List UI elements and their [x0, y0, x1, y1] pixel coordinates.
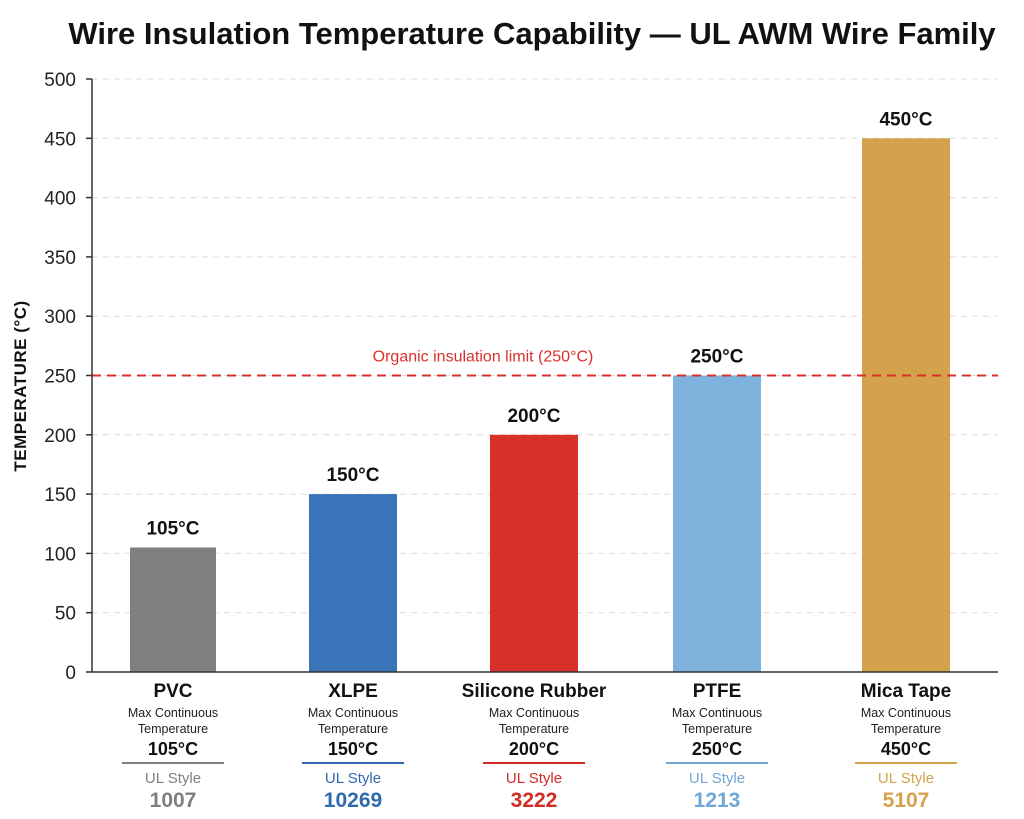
category-sub-line1: Max Continuous [672, 706, 762, 720]
bar-2 [490, 434, 578, 672]
y-tick-label: 250 [44, 367, 76, 388]
ul-style-label: UL Style [145, 770, 201, 787]
category-temp: 105°C [148, 739, 198, 759]
y-tick-label: 100 [44, 544, 76, 565]
bar-value-label: 450°C [879, 109, 932, 130]
ul-style-label: UL Style [325, 770, 381, 787]
ul-style-number: 5107 [883, 789, 930, 812]
y-tick-label: 300 [44, 307, 76, 328]
chart-title: Wire Insulation Temperature Capability —… [68, 16, 996, 51]
category-sub-line1: Max Continuous [489, 706, 579, 720]
category-label: Silicone Rubber [462, 681, 607, 702]
ul-style-number: 3222 [511, 789, 558, 812]
y-tick-label: 400 [44, 189, 76, 210]
ul-style-label: UL Style [689, 770, 745, 787]
y-tick-label: 50 [55, 604, 76, 625]
category-label: PVC [153, 681, 192, 702]
category-sub-line2: Temperature [138, 722, 208, 736]
ul-style-number: 1213 [694, 789, 741, 812]
category-label: PTFE [693, 681, 742, 702]
y-tick-label: 450 [44, 129, 76, 150]
category-sub-line2: Temperature [318, 722, 388, 736]
category-temp: 250°C [692, 739, 742, 759]
reference-line-group: Organic insulation limit (250°C) [92, 349, 998, 377]
bar-value-label: 200°C [507, 406, 560, 427]
reference-line-label: Organic insulation limit (250°C) [373, 349, 594, 366]
ul-style-label: UL Style [878, 770, 934, 787]
bar-value-label: 250°C [690, 347, 743, 368]
category-label: Mica Tape [861, 681, 951, 702]
ul-style-label: UL Style [506, 770, 562, 787]
axes: 0 50 100 150 200 250 300 350 400 450 500 [44, 70, 998, 684]
y-tick-label: 200 [44, 426, 76, 447]
ul-style-number: 1007 [150, 789, 197, 812]
bars: 105°C 150°C 200°C 250°C 450°C [130, 109, 950, 673]
category-sub-line1: Max Continuous [861, 706, 951, 720]
category-temp: 200°C [509, 739, 559, 759]
category-temp: 150°C [328, 739, 378, 759]
bar-4 [862, 138, 950, 673]
bar-3 [673, 375, 761, 672]
bar-1 [309, 494, 397, 672]
category-label: XLPE [328, 681, 378, 702]
ul-style-number: 10269 [324, 789, 382, 812]
category-labels: PVC Max Continuous Temperature 105°C UL Styl… [122, 681, 957, 812]
y-tick-label: 0 [65, 663, 76, 684]
category-sub-line2: Temperature [499, 722, 569, 736]
category-sub-line1: Max Continuous [308, 706, 398, 720]
y-tick-label: 150 [44, 485, 76, 506]
category-sub-line1: Max Continuous [128, 706, 218, 720]
y-tick-label: 350 [44, 248, 76, 269]
category-temp: 450°C [881, 739, 931, 759]
category-sub-line2: Temperature [682, 722, 752, 736]
category-sub-line2: Temperature [871, 722, 941, 736]
bar-0 [130, 547, 216, 672]
bar-value-label: 150°C [326, 465, 379, 486]
y-axis-label: TEMPERATURE (°C) [11, 300, 30, 471]
bar-value-label: 105°C [146, 518, 199, 539]
y-tick-label: 500 [44, 70, 76, 91]
